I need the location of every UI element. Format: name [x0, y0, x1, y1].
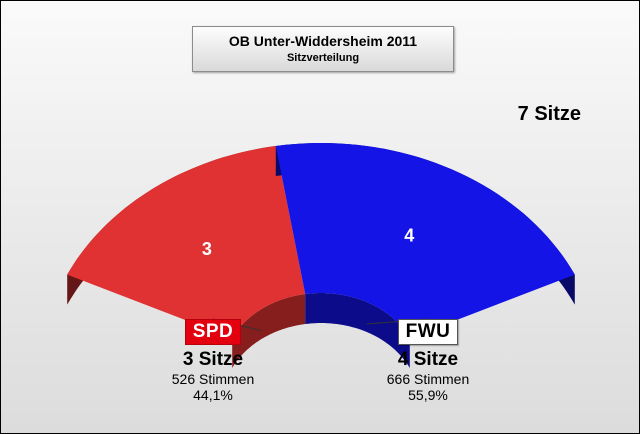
chart-title: OB Unter-Widdersheim 2011	[228, 33, 418, 49]
segment-fwu-value-label: 4	[404, 226, 414, 246]
fwu-logo: FWU	[397, 319, 459, 345]
segment-spd-top	[67, 146, 306, 338]
fwu-votes-label: 666 Stimmen	[386, 371, 470, 387]
segment-fwu-inner-side	[305, 293, 410, 368]
title-box: OB Unter-Widdersheim 2011 Sitzverteilung	[192, 26, 454, 72]
fwu-percent-label: 55,9%	[408, 387, 448, 403]
spd-logo: SPD	[184, 319, 242, 345]
segment-fwu	[275, 143, 575, 368]
segment-spd	[67, 146, 306, 368]
spd-seats-label: 3 Sitze	[182, 349, 244, 370]
fwu-seats-label: 4 Sitze	[397, 349, 459, 370]
segment-spd-value-label: 3	[202, 239, 212, 259]
spd-votes-label: 526 Stimmen	[171, 371, 255, 387]
total-seats-label: 7 Sitze	[517, 103, 581, 125]
spd-percent-label: 44,1%	[193, 387, 233, 403]
segment-spd-inner-side	[232, 294, 306, 368]
party-spd-legend: SPD 3 Sitze 526 Stimmen 44,1%	[113, 319, 313, 403]
segment-fwu-top	[275, 143, 575, 338]
party-fwu-legend: FWU 4 Sitze 666 Stimmen 55,9%	[328, 319, 528, 403]
chart-subtitle: Sitzverteilung	[286, 52, 360, 64]
